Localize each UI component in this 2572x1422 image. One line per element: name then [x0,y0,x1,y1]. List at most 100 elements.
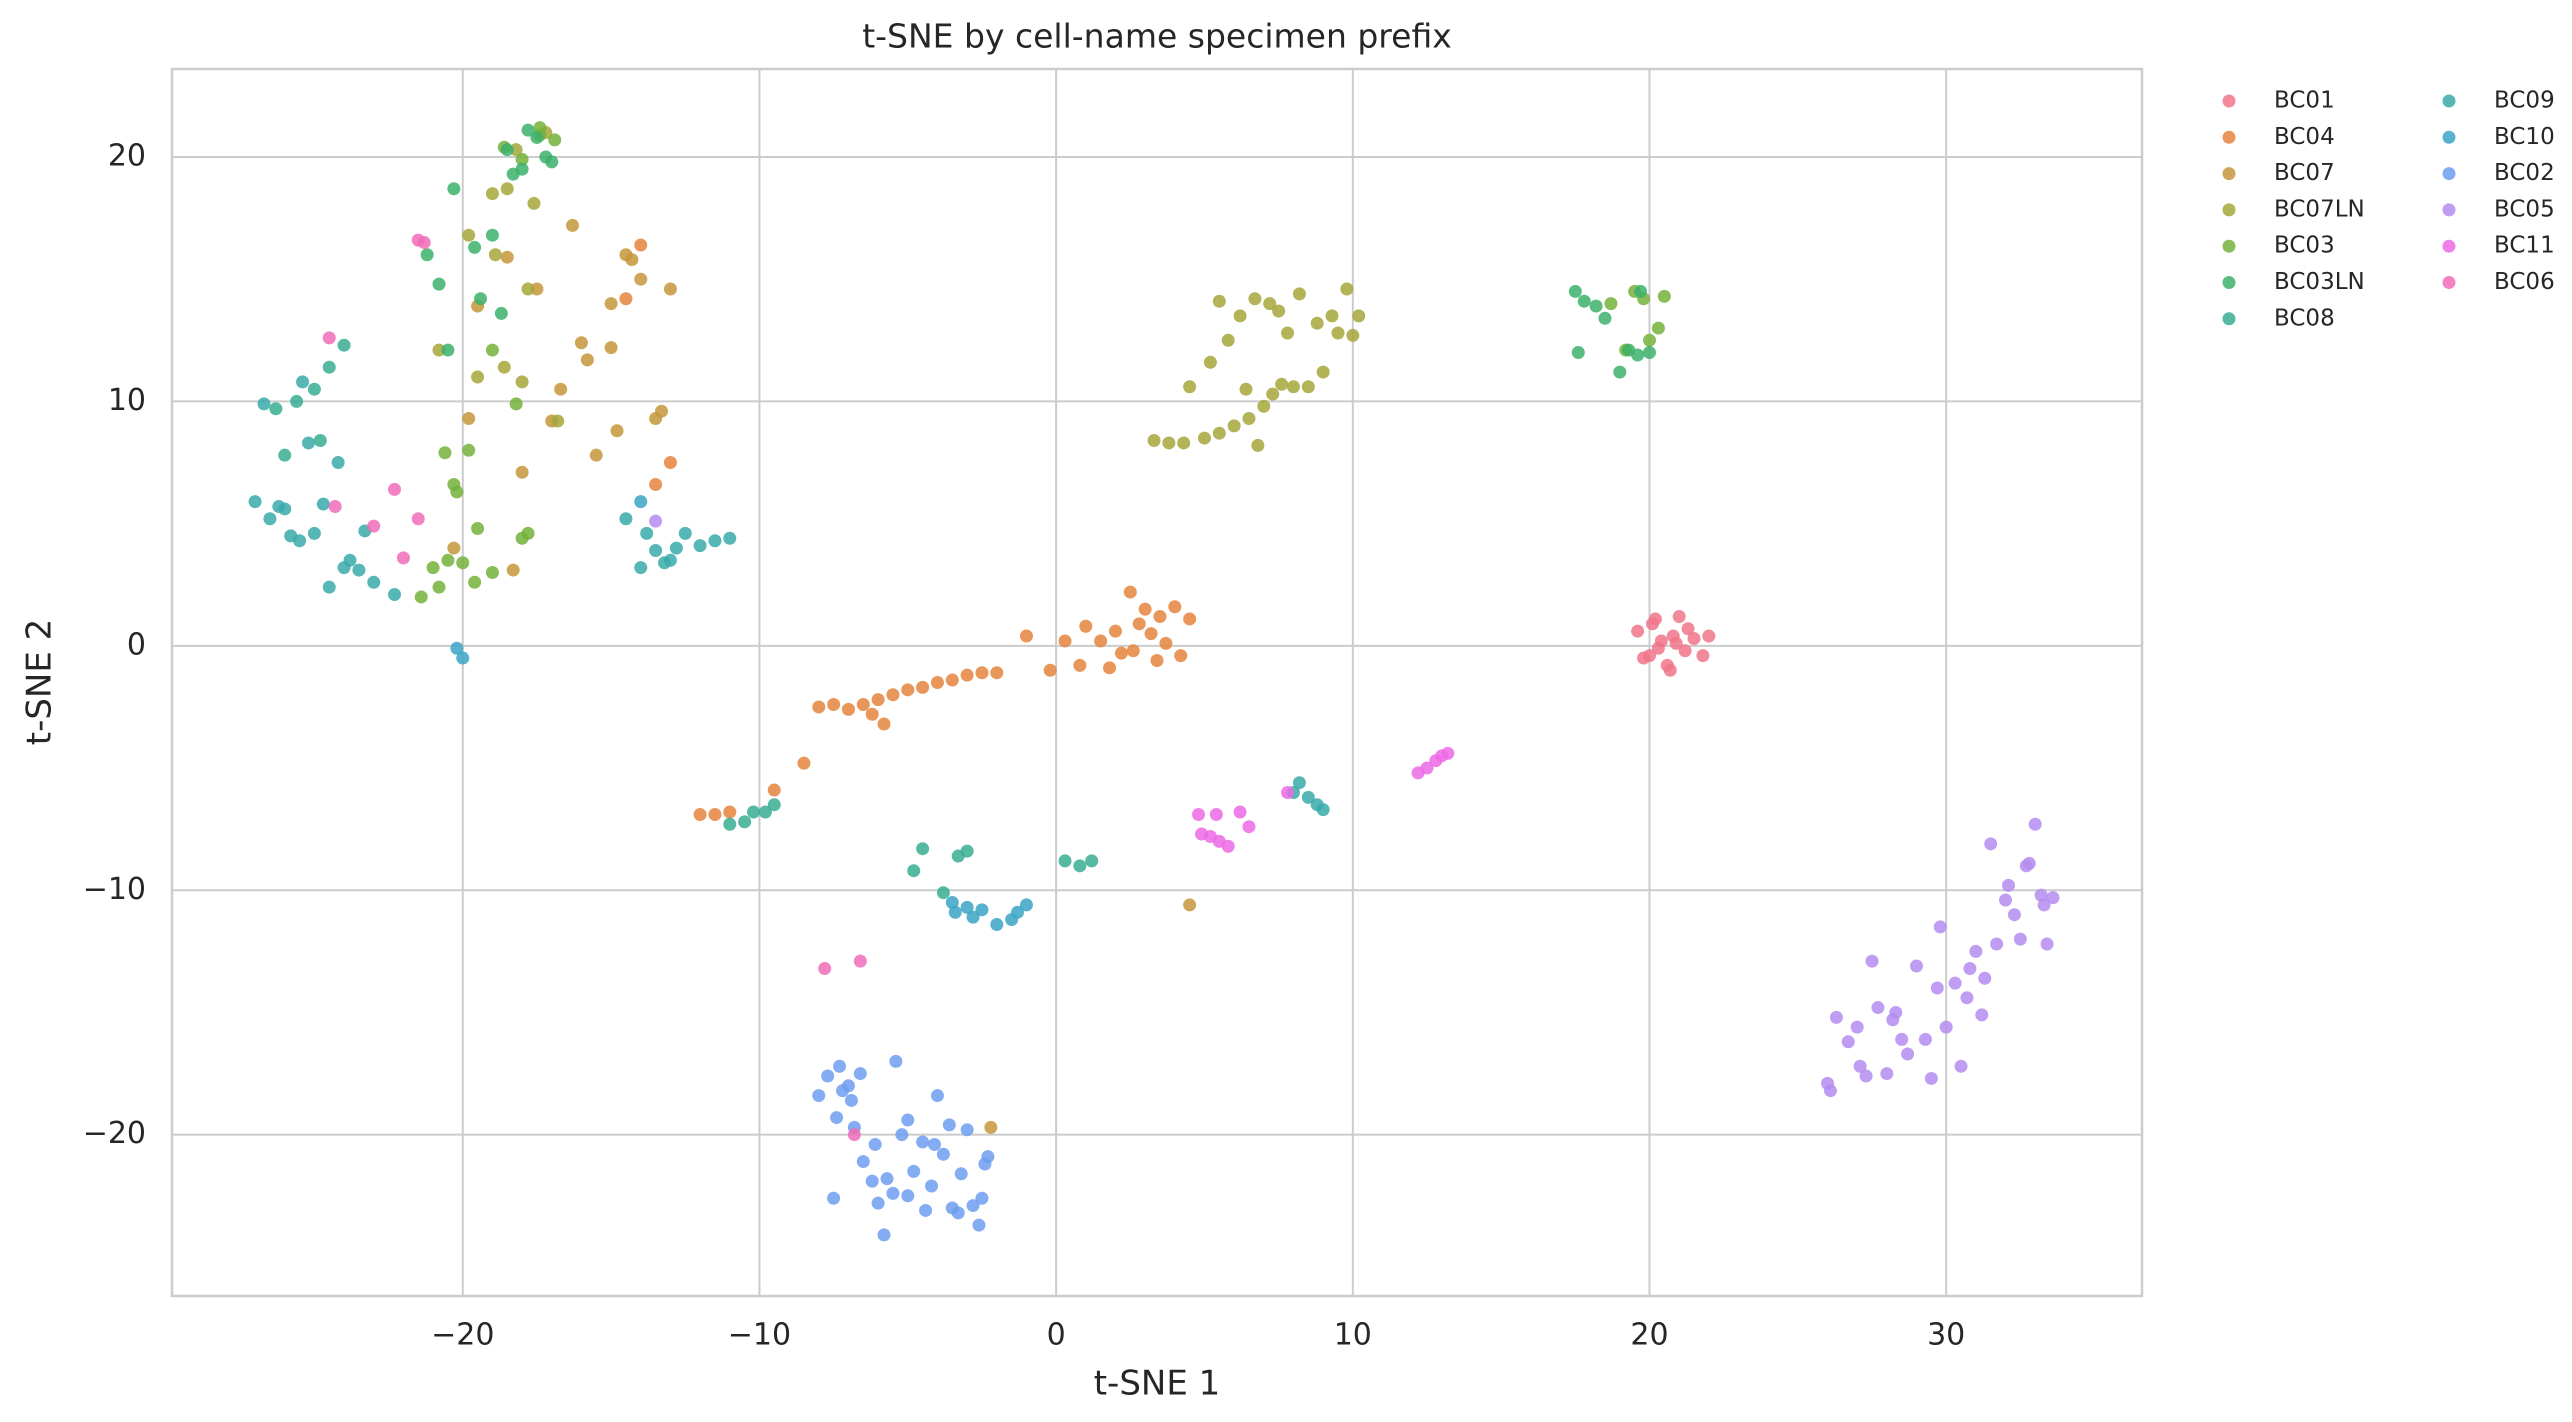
point [1669,636,1683,650]
point [1203,355,1217,369]
point [619,512,633,526]
point [1663,663,1677,677]
point [417,236,431,250]
point [447,541,461,555]
legend-label: BC07LN [2274,196,2365,222]
point [296,375,310,389]
point [723,531,737,545]
point [551,414,565,428]
y-tick-label: −20 [83,1116,146,1151]
point [1939,1020,1953,1034]
point [509,143,523,157]
legend-marker [2442,276,2456,289]
point [678,526,692,540]
point [343,553,357,567]
point [515,375,529,389]
point [1975,1008,1989,1022]
point [1999,893,2013,907]
point [853,954,867,968]
point [1871,1001,1885,1015]
point [1880,1067,1894,1081]
point [506,563,520,577]
point [844,1093,858,1107]
legend-marker [2222,203,2236,217]
point [328,500,342,514]
point [847,1128,861,1142]
point [1657,289,1671,303]
point [2040,937,2054,951]
legend-marker [2442,239,2456,253]
point [574,336,588,350]
point [1990,937,2004,951]
point [907,864,921,878]
y-tick-label: 10 [108,383,146,418]
point [533,121,547,135]
point [456,651,470,665]
point [530,282,544,296]
x-tick-label: −20 [431,1318,494,1353]
point [1853,1059,1867,1073]
point [1634,284,1648,298]
point [1126,644,1140,658]
point [1681,622,1695,636]
legend-marker [2222,312,2236,326]
point [468,575,482,589]
point [895,1128,909,1142]
point [1316,365,1330,379]
legend-label: BC06 [2494,269,2555,295]
point [420,248,434,262]
point [1441,746,1455,760]
point [1272,304,1286,318]
point [972,1218,986,1232]
point [352,563,366,577]
point [426,561,440,575]
point [1637,651,1651,665]
legend-marker [2222,167,2236,181]
point [1150,654,1164,668]
point [411,512,425,526]
point [1251,438,1265,452]
point [1948,976,1962,990]
point [388,482,402,496]
point [708,807,722,821]
point [337,338,351,352]
point [1301,380,1315,394]
point [936,886,950,900]
point [313,434,327,448]
point [1058,634,1072,648]
point [432,343,446,357]
point [515,465,529,479]
point [2037,898,2051,912]
point [1859,1069,1873,1083]
point [1209,807,1223,821]
point [901,1113,915,1127]
point [1301,790,1315,804]
legend-marker [2442,167,2456,181]
point [758,805,772,819]
point [521,526,535,540]
point [485,343,499,357]
point [1331,326,1345,340]
legend-marker [2222,239,2236,253]
legend-label: BC04 [2274,124,2335,150]
point [960,1123,974,1137]
point [1978,971,1992,985]
point [634,238,648,252]
point [841,1079,855,1093]
y-axis-label: t-SNE 2 [20,619,60,746]
point [1275,377,1289,391]
point [723,817,737,831]
point [669,541,683,555]
point [619,292,633,306]
point [975,903,989,917]
legend-marker [2442,203,2456,217]
point [1651,321,1665,335]
point [301,436,315,450]
point [1292,287,1306,301]
y-tick-label: 0 [127,627,146,662]
point [655,404,669,418]
point [2013,932,2027,946]
point [367,519,381,533]
point [889,1054,903,1068]
